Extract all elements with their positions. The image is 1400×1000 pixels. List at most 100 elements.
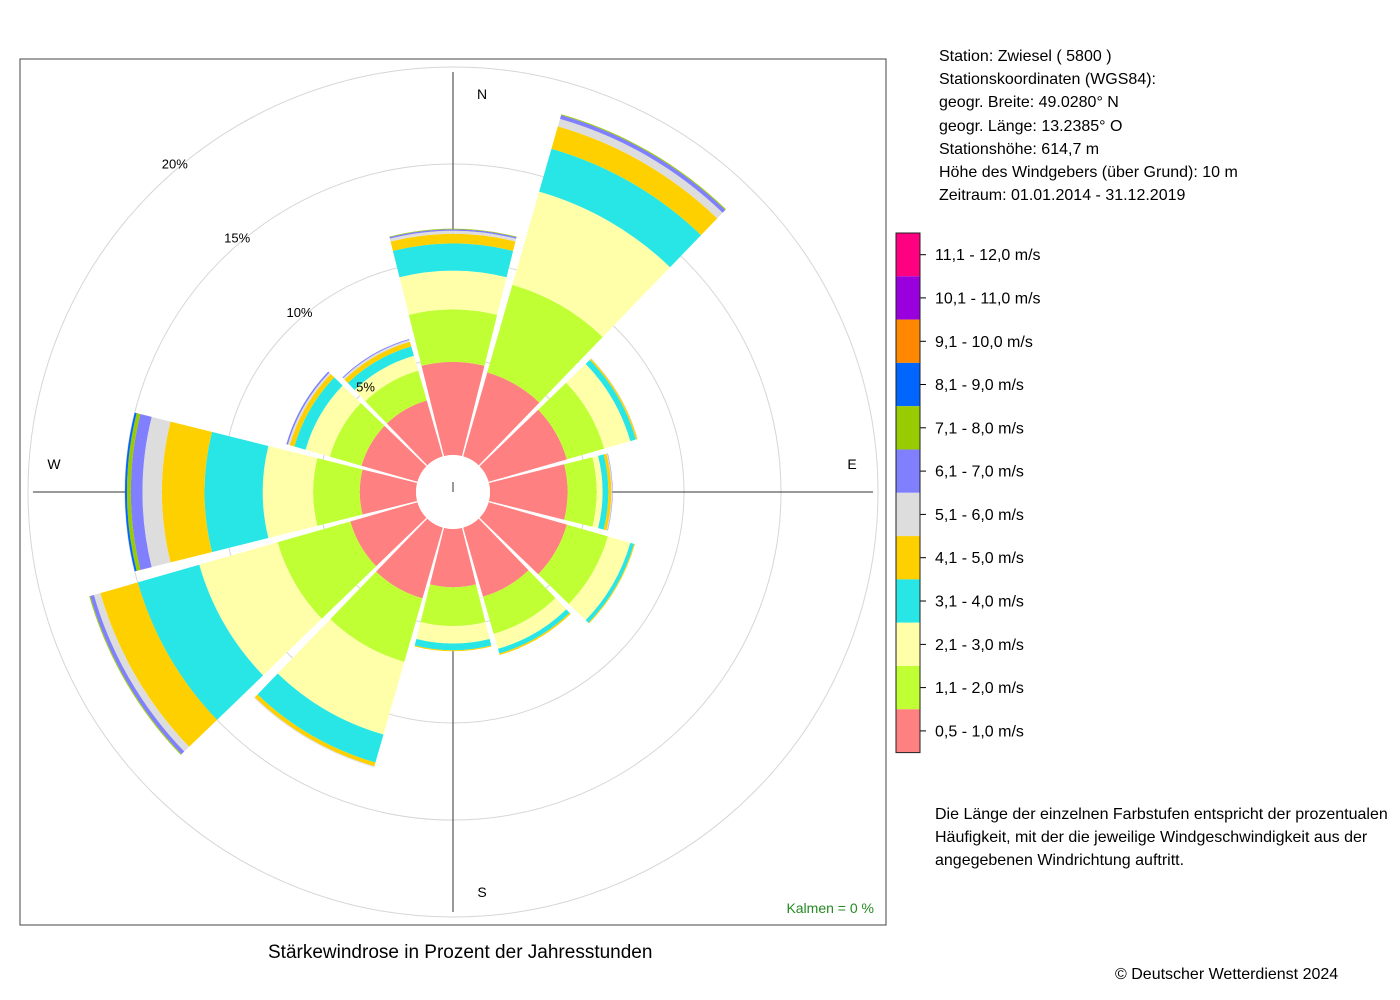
wind-sectors [89, 114, 726, 768]
sector-90-class-6 [606, 453, 613, 531]
sensor-height: Höhe des Windgebers (über Grund): 10 m [939, 164, 1238, 182]
sector-210-class-3 [277, 619, 405, 735]
sector-90-class-2 [564, 457, 597, 527]
sector-0-class-6 [389, 230, 517, 242]
note-line-2: Häufigkeit, mit der die jeweilige Windge… [935, 829, 1368, 846]
legend-label-7: 6,1 - 7,0 m/s [935, 464, 1024, 481]
sector-270-class-1 [359, 469, 418, 515]
legend-label-2: 1,1 - 2,0 m/s [935, 680, 1024, 697]
legend-label-9: 8,1 - 9,0 m/s [935, 377, 1024, 394]
legend-swatch-4 [896, 579, 920, 623]
sector-60-class-2 [538, 382, 605, 460]
sector-330-class-1 [386, 400, 443, 466]
direction-label-s: S [477, 884, 486, 900]
direction-label-w: W [47, 456, 61, 472]
sector-0-class-5 [390, 233, 516, 251]
legend-label-8: 7,1 - 8,0 m/s [935, 420, 1024, 437]
sector-120-class-2 [538, 524, 608, 604]
direction-label-e: E [847, 456, 856, 472]
legend-swatch-5 [896, 536, 920, 580]
sector-300-class-4 [294, 377, 343, 450]
sector-0-class-2 [408, 309, 498, 366]
legend-swatch-1 [896, 709, 920, 753]
sector-30-class-3 [512, 191, 671, 337]
sector-300-class-5 [289, 373, 335, 447]
copyright: © Deutscher Wetterdienst 2024 [1115, 966, 1339, 983]
sector-270-class-6 [142, 416, 171, 568]
sector-0-class-3 [399, 270, 507, 315]
sector-60-class-1 [479, 409, 567, 482]
sector-90-class-5 [603, 453, 612, 531]
sector-240-class-3 [199, 542, 322, 676]
legend-swatch-9 [896, 362, 920, 407]
sector-240-class-1 [350, 502, 427, 567]
sector-120-class-3 [568, 536, 631, 621]
note-line-1: Die Länge der einzelnen Farbstufen entsp… [935, 806, 1388, 823]
sector-60-class-3 [566, 363, 631, 449]
sector-270-class-8 [126, 413, 141, 571]
sector-0-class-8 [389, 228, 517, 238]
sector-30-class-4 [539, 148, 702, 268]
sector-270-class-5 [161, 421, 212, 563]
sector-240-class-6 [93, 593, 190, 752]
sector-330-class-3 [354, 355, 419, 402]
legend-swatch-8 [896, 406, 920, 450]
sector-240-class-2 [277, 521, 377, 619]
sector-210-class-1 [376, 518, 443, 599]
direction-label-n: N [477, 86, 487, 102]
sector-0-class-1 [421, 361, 485, 457]
sector-90-class-3 [592, 455, 603, 529]
sector-90-class-7 [607, 453, 613, 531]
sector-30-class-6 [557, 118, 723, 219]
legend-label-11: 10,1 - 11,0 m/s [935, 290, 1041, 307]
chart-labels: N E S W 5% 10% 15% 20% [47, 86, 856, 900]
legend-swatch-12 [896, 233, 920, 277]
sector-270-class-9 [124, 412, 137, 572]
sector-300-class-2 [329, 402, 385, 466]
sector-150-class-2 [482, 570, 556, 634]
legend-label-1: 0,5 - 1,0 m/s [935, 723, 1024, 740]
sector-120-class-1 [479, 502, 567, 575]
sector-210-class-5 [254, 694, 376, 767]
legend-label-10: 9,1 - 10,0 m/s [935, 334, 1033, 351]
sector-240-class-4 [137, 564, 264, 720]
sector-0-class-7 [389, 229, 517, 239]
sector-90-class-4 [598, 454, 609, 530]
sector-180-class-4 [414, 638, 492, 651]
ring-label-20: 20% [162, 156, 188, 171]
time-period: Zeitraum: 01.01.2014 - 31.12.2019 [939, 187, 1186, 205]
sector-210-class-4 [257, 673, 384, 763]
sector-270-class-7 [130, 414, 152, 570]
sector-180-class-1 [429, 527, 477, 588]
legend-swatch-11 [896, 276, 920, 320]
sector-180-class-3 [416, 622, 490, 644]
station-coordinates-heading: Stationskoordinaten (WGS84): [939, 71, 1156, 89]
sector-60-class-4 [585, 359, 636, 442]
station-name: Station: Zwiesel ( 5800 ) [939, 48, 1112, 65]
chart-title: Stärkewindrose in Prozent der Jahresstun… [268, 942, 653, 963]
explanation-note: Die Länge der einzelnen Farbstufen entsp… [935, 803, 1395, 872]
legend-label-6: 5,1 - 6,0 m/s [935, 507, 1024, 524]
sector-180-class-2 [420, 584, 486, 627]
wind-rose-chart: N E S W 5% 10% 15% 20% Kalmen = 0 % [19, 58, 887, 926]
station-altitude: Stationshöhe: 614,7 m [939, 140, 1100, 158]
sector-90-class-1 [488, 464, 568, 520]
calm-circle [416, 455, 490, 529]
sector-150-class-1 [463, 518, 529, 597]
station-longitude: geogr. Länge: 13.2385° O [939, 117, 1123, 135]
legend-frame [895, 232, 921, 754]
sector-330-class-4 [347, 346, 414, 391]
calm-label: Kalmen = 0 % [786, 900, 874, 916]
legend-swatch-2 [896, 666, 920, 710]
legend-label-3: 2,1 - 3,0 m/s [935, 637, 1024, 654]
station-latitude: geogr. Breite: 49.0280° N [939, 94, 1119, 112]
legend-swatch-7 [896, 449, 920, 493]
sector-30-class-5 [551, 126, 718, 236]
legend-swatch-3 [896, 622, 920, 666]
legend-label-12: 11,1 - 12,0 m/s [935, 247, 1041, 264]
sector-270-class-3 [262, 445, 318, 539]
sector-30-class-2 [487, 284, 603, 403]
sector-330-class-2 [365, 370, 427, 424]
sector-270-class-2 [313, 458, 363, 526]
grid-ring-20 [27, 66, 879, 918]
